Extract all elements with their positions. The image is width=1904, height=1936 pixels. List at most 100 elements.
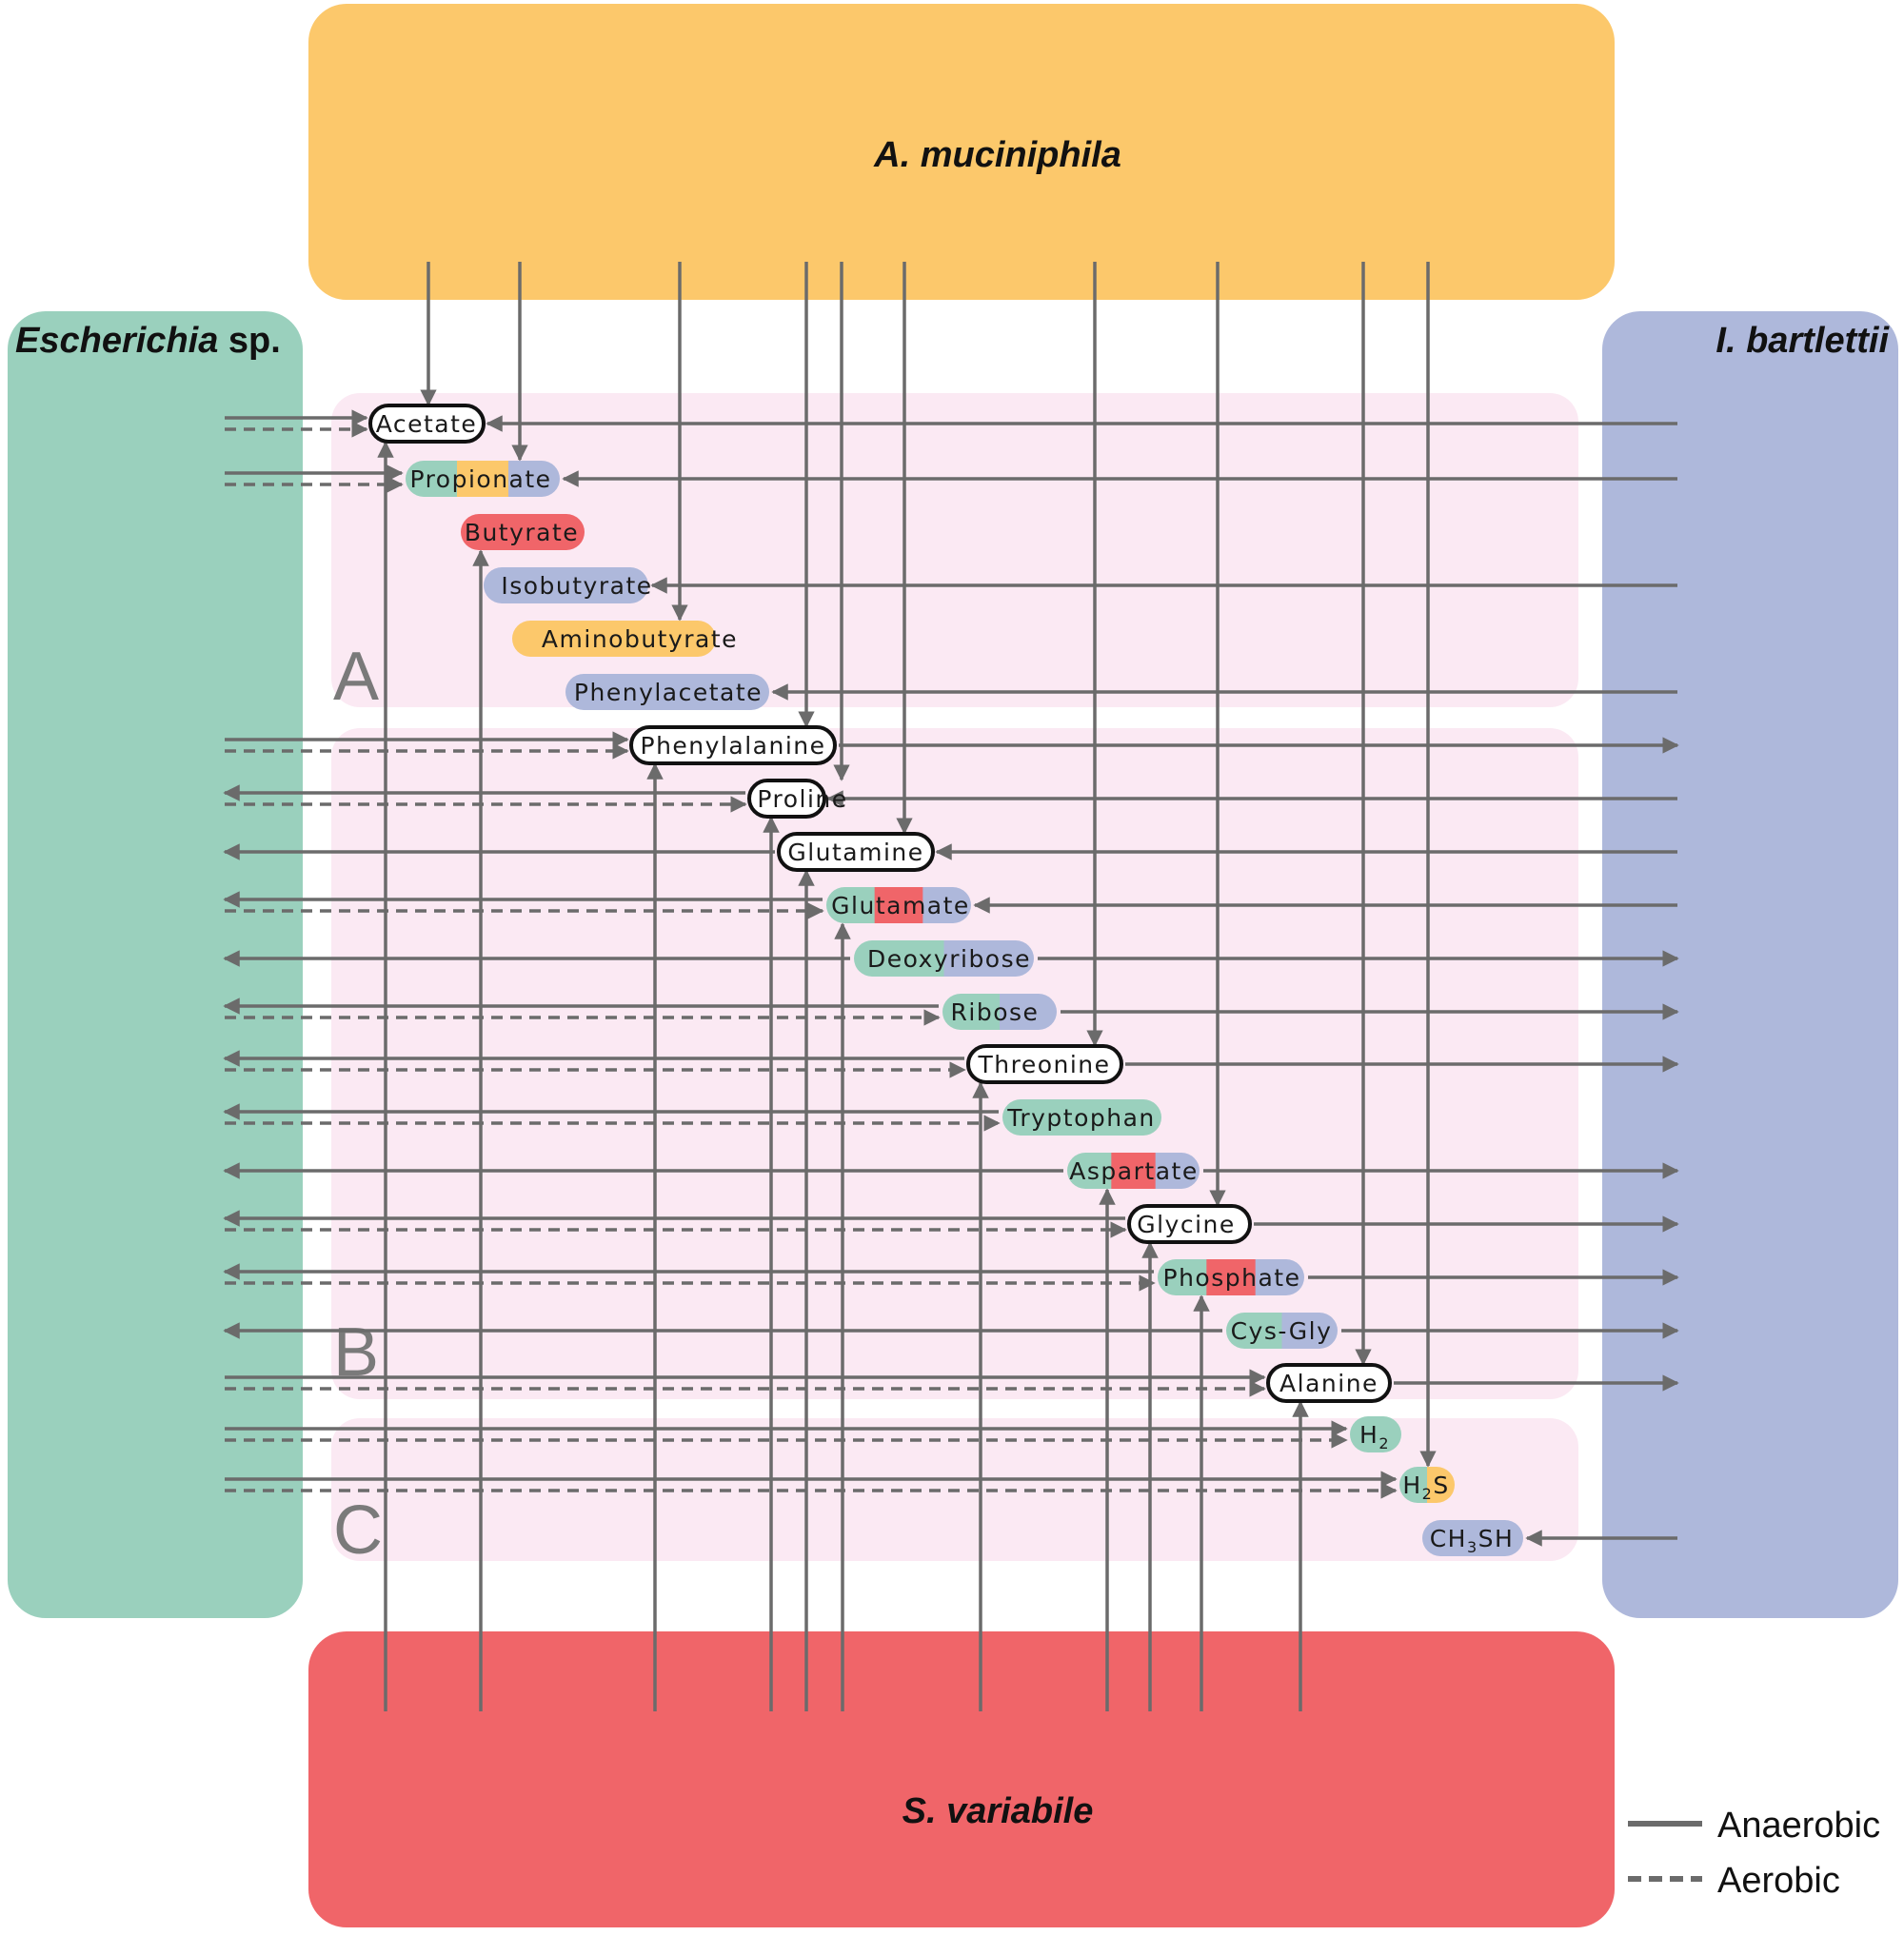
metabolite-propionate-segment	[508, 461, 560, 497]
metabolite-glycine-fill	[1129, 1206, 1250, 1242]
metabolite-alanine-label: Alanine	[1279, 1370, 1378, 1397]
metabolite-isobutyrate: Isobutyrate	[484, 567, 652, 603]
metabolite-glutamate-segment	[874, 887, 923, 923]
s-variabile-title: S. variabile	[902, 1791, 1094, 1831]
metabolite-acetate-label: Acetate	[376, 410, 478, 438]
metabolite-threonine-fill	[968, 1046, 1121, 1082]
metabolite-phosphate-label: Phosphate	[1163, 1264, 1301, 1292]
metabolite-ribose-label: Ribose	[951, 998, 1040, 1026]
metabolite-proline-fill	[749, 780, 824, 817]
metabolite-phenylacetate-label: Phenylacetate	[574, 679, 763, 706]
metabolite-propionate-segment	[406, 461, 458, 497]
metabolite-threonine-outline	[966, 1044, 1123, 1084]
metabolite-aspartate-label: Aspartate	[1069, 1157, 1198, 1185]
metabolite-isobutyrate-label: Isobutyrate	[501, 572, 652, 600]
metabolite-acetate-outline	[368, 404, 486, 444]
metabolite-glutamine-label: Glutamine	[787, 839, 923, 866]
metabolite-glutamate: Glutamate	[826, 887, 971, 923]
metabolite-butyrate: Butyrate	[461, 514, 585, 550]
metabolite-deoxyribose-segment	[854, 940, 944, 977]
metabolite-glutamate-label: Glutamate	[831, 892, 970, 919]
metabolite-proline-outline	[747, 779, 826, 819]
metabolite-glutamine-fill	[779, 834, 933, 870]
metabolite-alanine-outline	[1266, 1363, 1392, 1403]
metabolite-cys-gly-label: Cys-Gly	[1231, 1317, 1333, 1345]
metabolite-phosphate-segment	[1206, 1259, 1257, 1295]
metabolite-aminobutyrate-segment	[512, 621, 716, 657]
legend-aerobic-label: Aerobic	[1717, 1861, 1840, 1901]
metabolite-proline-label: Proline	[757, 785, 847, 813]
escherichia-box	[8, 311, 303, 1618]
metabolite-glutamate-segment	[826, 887, 876, 923]
metabolite-ch3sh-label: CH3SH	[1430, 1525, 1515, 1556]
metabolite-phenylacetate-segment	[565, 674, 769, 710]
metabolite-deoxyribose: Deoxyribose	[854, 940, 1034, 977]
metabolite-pills: Acetate Propionate Butyrate Isobutyrate Amin…	[368, 404, 1523, 1556]
metabolite-deoxyribose-segment	[943, 940, 1034, 977]
metabolite-h2s-segment	[1399, 1467, 1428, 1503]
metabolite-cys-gly-segment	[1281, 1313, 1338, 1349]
metabolite-phenylalanine-fill	[631, 727, 835, 763]
s-variabile-box	[308, 1631, 1615, 1927]
escherichia-title: Escherichia sp.	[15, 321, 281, 361]
metabolite-h2: H2	[1350, 1416, 1401, 1452]
metabolite-phenylalanine: Phenylalanine	[629, 725, 837, 765]
a-muciniphila-box	[308, 4, 1615, 300]
metabolite-propionate-label: Propionate	[409, 465, 551, 493]
metabolite-glutamine-outline	[777, 832, 935, 872]
metabolite-h2s: H2S	[1399, 1467, 1455, 1503]
metabolite-glutamine: Glutamine	[777, 832, 935, 872]
metabolite-aminobutyrate: Aminobutyrate	[512, 621, 738, 657]
metabolite-butyrate-label: Butyrate	[465, 519, 579, 546]
metabolite-phosphate: Phosphate	[1158, 1259, 1304, 1295]
metabolite-glycine: Glycine	[1127, 1204, 1252, 1244]
metabolite-aspartate: Aspartate	[1067, 1153, 1200, 1189]
a-muciniphila-title: A. muciniphila	[873, 135, 1121, 175]
metabolite-phosphate-segment	[1158, 1259, 1207, 1295]
metabolite-phosphate-segment	[1255, 1259, 1304, 1295]
region-label-a: A	[333, 639, 379, 715]
metabolite-tryptophan-segment	[1002, 1099, 1161, 1136]
metabolite-tryptophan-label: Tryptophan	[1006, 1104, 1156, 1132]
metabolite-cys-gly-segment	[1226, 1313, 1282, 1349]
metabolite-tryptophan: Tryptophan	[1002, 1099, 1161, 1136]
metabolite-glycine-outline	[1127, 1204, 1252, 1244]
metabolite-aspartate-segment	[1111, 1153, 1157, 1189]
metabolite-isobutyrate-segment	[484, 567, 648, 603]
metabolite-butyrate-segment	[461, 514, 585, 550]
metabolite-acetate-fill	[370, 405, 484, 442]
metabolite-h2-segment	[1350, 1416, 1401, 1452]
metabolite-h2s-label: H2S	[1402, 1472, 1449, 1503]
metabolite-phenylacetate: Phenylacetate	[565, 674, 769, 710]
metabolite-ch3sh-segment	[1422, 1520, 1523, 1556]
metabolite-phenylalanine-label: Phenylalanine	[641, 732, 826, 760]
region-label-b: B	[333, 1314, 379, 1391]
metabolite-flows	[223, 262, 1679, 1711]
metabolite-threonine: Threonine	[966, 1044, 1123, 1084]
metabolite-phenylalanine-outline	[629, 725, 837, 765]
metabolite-alanine-fill	[1268, 1365, 1390, 1401]
metabolite-ch3sh: CH3SH	[1422, 1520, 1523, 1556]
metabolite-alanine: Alanine	[1266, 1363, 1392, 1403]
metabolite-glutamate-segment	[922, 887, 971, 923]
metabolite-ribose: Ribose	[942, 994, 1057, 1030]
bartlettii-box	[1602, 311, 1898, 1618]
metabolite-aspartate-segment	[1067, 1153, 1112, 1189]
legend: Anaerobic Aerobic	[1628, 1806, 1880, 1901]
metabolite-propionate-segment	[457, 461, 509, 497]
metabolite-proline: Proline	[747, 779, 847, 819]
region-label-c: C	[333, 1492, 383, 1569]
metabolite-propionate: Propionate	[406, 461, 560, 497]
metabolite-aspartate-segment	[1155, 1153, 1200, 1189]
metabolite-deoxyribose-label: Deoxyribose	[867, 945, 1031, 973]
metabolite-glycine-label: Glycine	[1137, 1211, 1236, 1238]
bartlettii-title: I. bartlettii	[1716, 321, 1890, 361]
metabolite-ribose-segment	[942, 994, 1001, 1030]
metabolite-cys-gly: Cys-Gly	[1226, 1313, 1338, 1349]
metabolite-aminobutyrate-label: Aminobutyrate	[542, 625, 738, 653]
metabolite-ribose-segment	[1000, 994, 1057, 1030]
legend-anaerobic-label: Anaerobic	[1717, 1806, 1880, 1846]
metabolite-h2-label: H2	[1359, 1421, 1390, 1452]
metabolite-acetate: Acetate	[368, 404, 486, 444]
